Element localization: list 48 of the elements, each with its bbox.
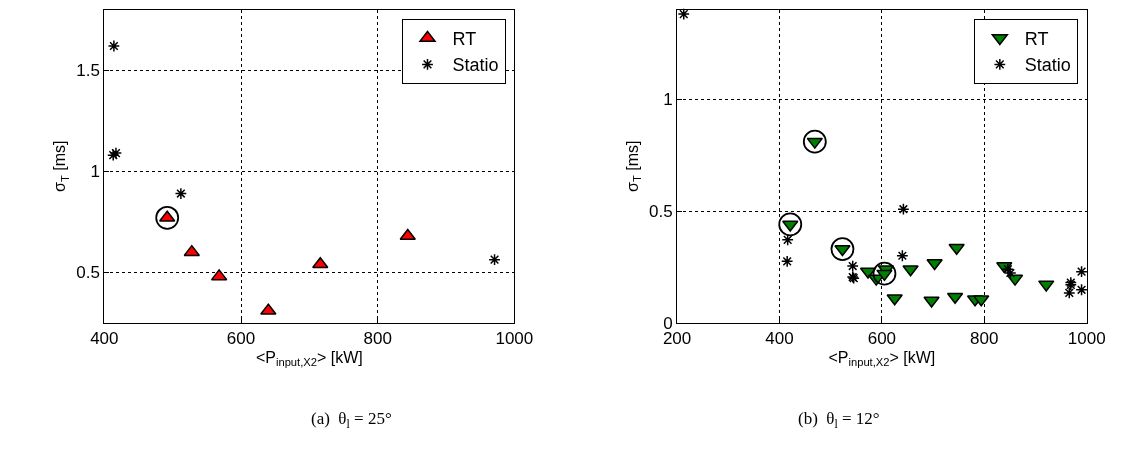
point bbox=[846, 259, 859, 273]
x-axis-title: <P$_{input,X2}$> [kW] bbox=[828, 348, 936, 369]
point bbox=[107, 39, 121, 53]
point bbox=[1075, 265, 1088, 278]
point bbox=[677, 7, 690, 21]
legend-label: RT bbox=[452, 29, 477, 49]
text: (a) θ$_{l}$ = 25° bbox=[311, 409, 392, 431]
point bbox=[886, 294, 903, 306]
legend-label: RT bbox=[1024, 29, 1049, 49]
legend-label: Statio bbox=[452, 55, 499, 76]
x-tick-label: 800 bbox=[363, 329, 392, 349]
text: (b) θ$_{l}$ = 12° bbox=[798, 409, 880, 431]
point bbox=[923, 296, 940, 308]
point bbox=[312, 257, 329, 269]
point bbox=[174, 187, 188, 200]
legend-label: Statio bbox=[1024, 55, 1071, 76]
point bbox=[1001, 263, 1014, 276]
point bbox=[781, 255, 794, 268]
point bbox=[155, 205, 180, 230]
y-tick-label: 1 bbox=[90, 162, 100, 182]
point bbox=[260, 303, 277, 315]
point bbox=[830, 237, 855, 261]
point bbox=[183, 244, 201, 257]
point bbox=[926, 258, 943, 271]
point bbox=[778, 212, 803, 237]
point bbox=[902, 265, 919, 277]
y-tick-label: 1 bbox=[663, 90, 673, 110]
point bbox=[872, 261, 897, 286]
x-tick-label: 600 bbox=[226, 329, 256, 349]
point bbox=[948, 243, 965, 255]
point bbox=[1004, 266, 1017, 280]
y-tick-label: 1.5 bbox=[76, 61, 100, 81]
x-tick-label: 1000 bbox=[495, 329, 534, 349]
point bbox=[1075, 283, 1088, 296]
x-tick-label: 1000 bbox=[1067, 329, 1106, 349]
x-axis-title: <P$_{input,X2}$> [kW] bbox=[255, 348, 363, 369]
x-tick-label: 600 bbox=[867, 329, 897, 349]
y-tick-label: 0.5 bbox=[76, 263, 100, 283]
point bbox=[897, 203, 910, 216]
x-tick-label: 800 bbox=[970, 329, 999, 349]
x-tick-label: 400 bbox=[765, 329, 794, 349]
point bbox=[802, 129, 827, 154]
point bbox=[488, 253, 501, 266]
point bbox=[781, 233, 794, 247]
point bbox=[1063, 286, 1076, 300]
y-tick-label: 0.5 bbox=[649, 201, 673, 221]
point bbox=[896, 249, 909, 262]
x-tick-label: 400 bbox=[90, 329, 119, 349]
